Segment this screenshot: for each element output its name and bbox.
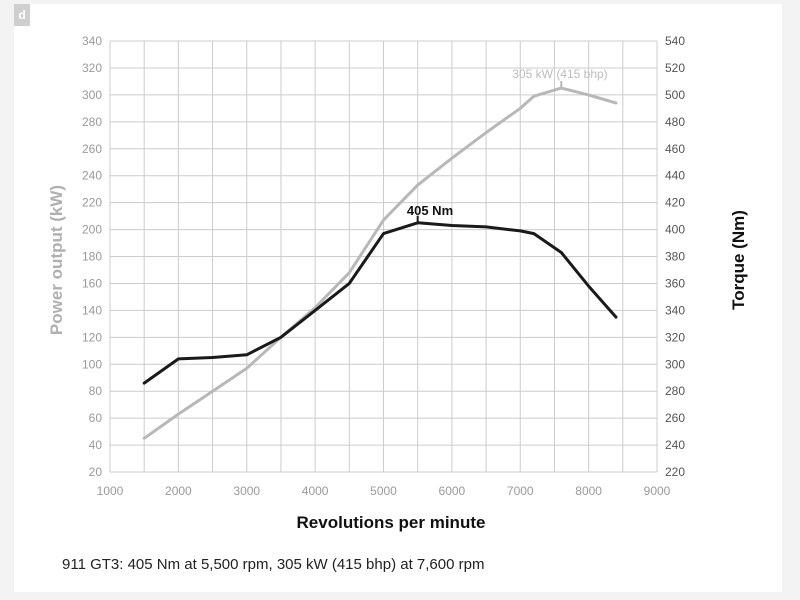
x-tick-label: 5000 xyxy=(370,484,397,498)
y-right-tick-label: 520 xyxy=(665,61,685,75)
y-right-tick-label: 280 xyxy=(665,384,685,398)
x-tick-label: 3000 xyxy=(233,484,260,498)
x-tick-label: 6000 xyxy=(439,484,466,498)
y-right-tick-label: 500 xyxy=(665,88,685,102)
y-left-tick-label: 80 xyxy=(89,384,103,398)
right-axis-ticks: 220 240 260 280 300 320 340 360 380 400 420 440 460 4… xyxy=(665,34,685,479)
y-left-tick-label: 220 xyxy=(82,196,102,210)
y-left-tick-label: 40 xyxy=(89,438,103,452)
x-tick-label: 7000 xyxy=(507,484,534,498)
y-axis-right-label: Torque (Nm) xyxy=(729,210,748,310)
y-right-tick-label: 460 xyxy=(665,142,685,156)
y-right-tick-label: 220 xyxy=(665,465,685,479)
x-tick-label: 9000 xyxy=(644,484,671,498)
y-left-tick-label: 320 xyxy=(82,61,102,75)
chart-frame: d 20 40 60 80 100 120 140 160 180 200 220 240 260 280… xyxy=(14,4,782,592)
torque-peak-annotation: 405 Nm xyxy=(407,203,453,218)
annotation-markers xyxy=(416,81,563,223)
y-left-tick-label: 300 xyxy=(82,88,102,102)
power-output-line xyxy=(142,86,618,440)
y-left-tick-label: 180 xyxy=(82,250,102,264)
y-left-tick-label: 160 xyxy=(82,276,102,290)
y-left-tick-label: 260 xyxy=(82,142,102,156)
y-right-tick-label: 300 xyxy=(665,357,685,371)
chart-caption: 911 GT3: 405 Nm at 5,500 rpm, 305 kW (41… xyxy=(62,556,485,573)
power-peak-annotation: 305 kW (415 bhp) xyxy=(512,67,607,81)
y-right-tick-label: 320 xyxy=(665,330,685,344)
x-axis-label: Revolutions per minute xyxy=(297,513,486,532)
x-tick-label: 4000 xyxy=(302,484,329,498)
x-axis-ticks: 1000 2000 3000 4000 5000 6000 7000 8000 9000 xyxy=(97,484,671,498)
series-lines xyxy=(142,86,618,440)
y-right-tick-label: 400 xyxy=(665,223,685,237)
grid xyxy=(109,40,658,473)
x-tick-label: 1000 xyxy=(97,484,124,498)
y-left-tick-label: 280 xyxy=(82,115,102,129)
y-right-tick-label: 480 xyxy=(665,115,685,129)
y-axis-left-label: Power output (kW) xyxy=(47,185,66,335)
x-tick-label: 2000 xyxy=(165,484,192,498)
y-left-tick-label: 240 xyxy=(82,169,102,183)
y-right-tick-label: 420 xyxy=(665,196,685,210)
y-left-tick-label: 120 xyxy=(82,330,102,344)
y-left-tick-label: 100 xyxy=(82,357,102,371)
y-right-tick-label: 540 xyxy=(665,34,685,48)
y-left-tick-label: 140 xyxy=(82,303,102,317)
y-left-tick-label: 20 xyxy=(89,465,103,479)
torque-line xyxy=(142,221,618,385)
x-tick-label: 8000 xyxy=(575,484,602,498)
y-left-tick-label: 200 xyxy=(82,223,102,237)
y-right-tick-label: 360 xyxy=(665,276,685,290)
y-right-tick-label: 340 xyxy=(665,303,685,317)
y-right-tick-label: 240 xyxy=(665,438,685,452)
y-left-tick-label: 340 xyxy=(82,34,102,48)
engine-curve-chart: 20 40 60 80 100 120 140 160 180 200 220 240 260 280 30… xyxy=(47,34,748,532)
corner-mark: d xyxy=(14,4,30,26)
y-left-tick-label: 60 xyxy=(89,411,103,425)
y-right-tick-label: 380 xyxy=(665,250,685,264)
y-right-tick-label: 260 xyxy=(665,411,685,425)
left-axis-ticks: 20 40 60 80 100 120 140 160 180 200 220 240 260 280 30… xyxy=(82,34,102,479)
y-right-tick-label: 440 xyxy=(665,169,685,183)
